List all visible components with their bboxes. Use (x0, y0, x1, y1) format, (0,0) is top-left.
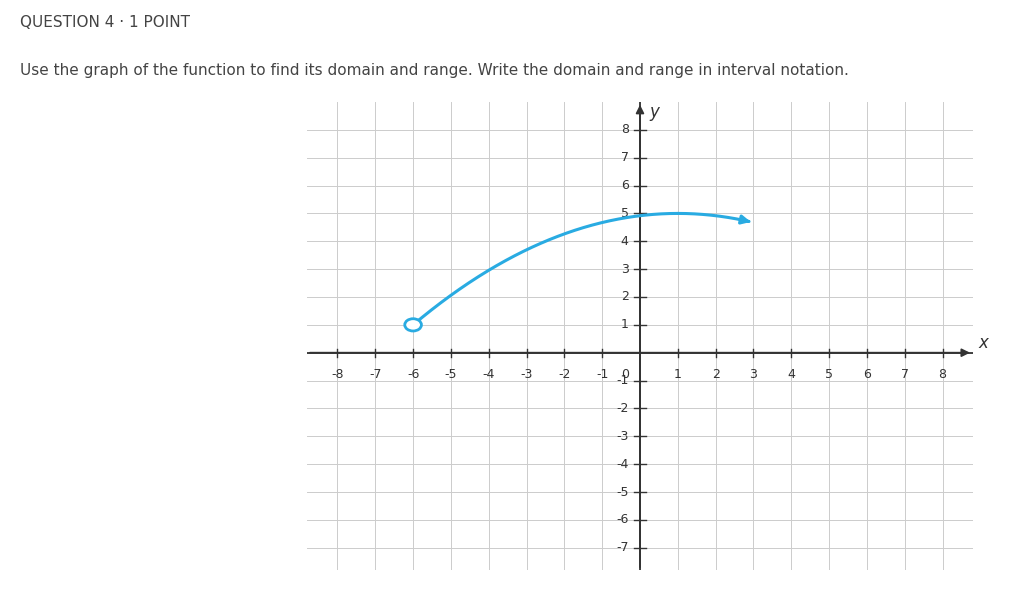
Text: -3: -3 (616, 430, 629, 443)
Text: 6: 6 (863, 368, 870, 381)
Text: -5: -5 (444, 368, 457, 381)
Text: -7: -7 (369, 368, 382, 381)
Text: -4: -4 (482, 368, 495, 381)
Circle shape (404, 319, 422, 331)
Text: -5: -5 (616, 485, 629, 499)
Text: 8: 8 (939, 368, 946, 381)
Text: -1: -1 (616, 374, 629, 387)
Text: 4: 4 (787, 368, 796, 381)
Text: -2: -2 (558, 368, 570, 381)
Text: $x$: $x$ (979, 334, 991, 352)
Text: 0: 0 (621, 368, 629, 381)
Text: $y$: $y$ (649, 105, 662, 123)
Text: -7: -7 (616, 541, 629, 554)
Text: 4: 4 (621, 235, 629, 248)
Text: 7: 7 (901, 368, 908, 381)
Text: 1: 1 (621, 319, 629, 331)
Text: -4: -4 (616, 458, 629, 470)
Text: 7: 7 (621, 151, 629, 164)
Text: 5: 5 (621, 207, 629, 220)
Text: QUESTION 4 · 1 POINT: QUESTION 4 · 1 POINT (20, 15, 190, 30)
Text: -6: -6 (616, 514, 629, 526)
Text: 2: 2 (712, 368, 720, 381)
Text: -2: -2 (616, 402, 629, 415)
Text: -1: -1 (596, 368, 608, 381)
Text: 5: 5 (825, 368, 834, 381)
Text: 6: 6 (621, 179, 629, 192)
Text: Use the graph of the function to find its domain and range. Write the domain and: Use the graph of the function to find it… (20, 63, 849, 78)
Text: 3: 3 (621, 263, 629, 275)
Text: 8: 8 (621, 124, 629, 136)
Text: -3: -3 (520, 368, 532, 381)
Text: -8: -8 (331, 368, 344, 381)
Text: 1: 1 (674, 368, 682, 381)
Text: -6: -6 (407, 368, 419, 381)
Text: 3: 3 (750, 368, 758, 381)
Text: 2: 2 (621, 290, 629, 304)
